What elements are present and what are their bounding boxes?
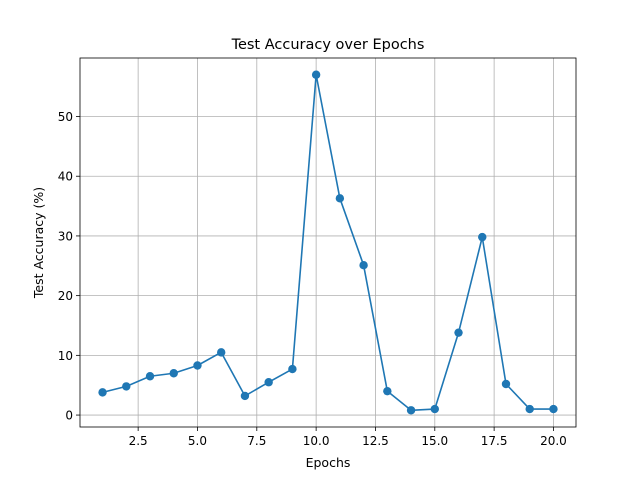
- data-point: [122, 382, 131, 391]
- data-point: [478, 232, 487, 242]
- data-point: [359, 260, 368, 270]
- plot-frame: [79, 57, 577, 428]
- y-tick-label: 20: [58, 289, 73, 303]
- data-point: [383, 386, 392, 396]
- data-point: [430, 404, 439, 414]
- y-tick-label: 40: [58, 170, 73, 184]
- x-tick-label: 2.5: [129, 434, 148, 448]
- data-point: [264, 378, 273, 387]
- y-axis-label: Test Accuracy (%): [31, 187, 46, 299]
- x-axis: 2.5 5.0 7.5 10.0 12.5 15.0 17.5 20.0: [129, 427, 567, 448]
- x-tick-label: 17.5: [481, 434, 508, 448]
- x-tick-label: 5.0: [188, 434, 207, 448]
- data-point: [549, 404, 558, 414]
- data-point: [335, 194, 345, 203]
- data-point: [311, 70, 321, 79]
- y-tick-label: 30: [58, 229, 73, 243]
- y-tick-label: 50: [58, 110, 73, 124]
- x-tick-label: 15.0: [421, 434, 448, 448]
- y-axis: 0 10 20 30 40 50: [58, 110, 80, 423]
- data-point: [98, 388, 107, 397]
- x-tick-label: 20.0: [540, 434, 567, 448]
- data-point: [288, 364, 297, 374]
- data-point: [501, 379, 511, 389]
- x-tick-label: 7.5: [247, 434, 266, 448]
- grid: [80, 58, 576, 427]
- x-axis-label: Epochs: [306, 455, 351, 470]
- data-point: [169, 369, 178, 378]
- chart-title: Test Accuracy over Epochs: [231, 37, 425, 53]
- y-tick-label: 0: [65, 409, 73, 423]
- x-tick-label: 12.5: [362, 434, 389, 448]
- data-point: [240, 391, 250, 401]
- data-point: [145, 372, 155, 381]
- data-point: [525, 404, 534, 414]
- x-tick-label: 10.0: [303, 434, 330, 448]
- data-point: [406, 406, 416, 415]
- data-point: [217, 348, 226, 357]
- series-layer: [98, 70, 558, 415]
- data-point: [193, 361, 202, 370]
- y-tick-label: 10: [58, 349, 73, 363]
- data-point: [454, 328, 463, 337]
